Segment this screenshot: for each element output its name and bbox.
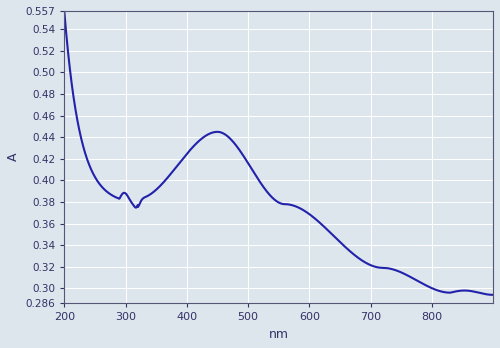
Y-axis label: A: A bbox=[7, 153, 20, 161]
X-axis label: nm: nm bbox=[268, 328, 288, 341]
